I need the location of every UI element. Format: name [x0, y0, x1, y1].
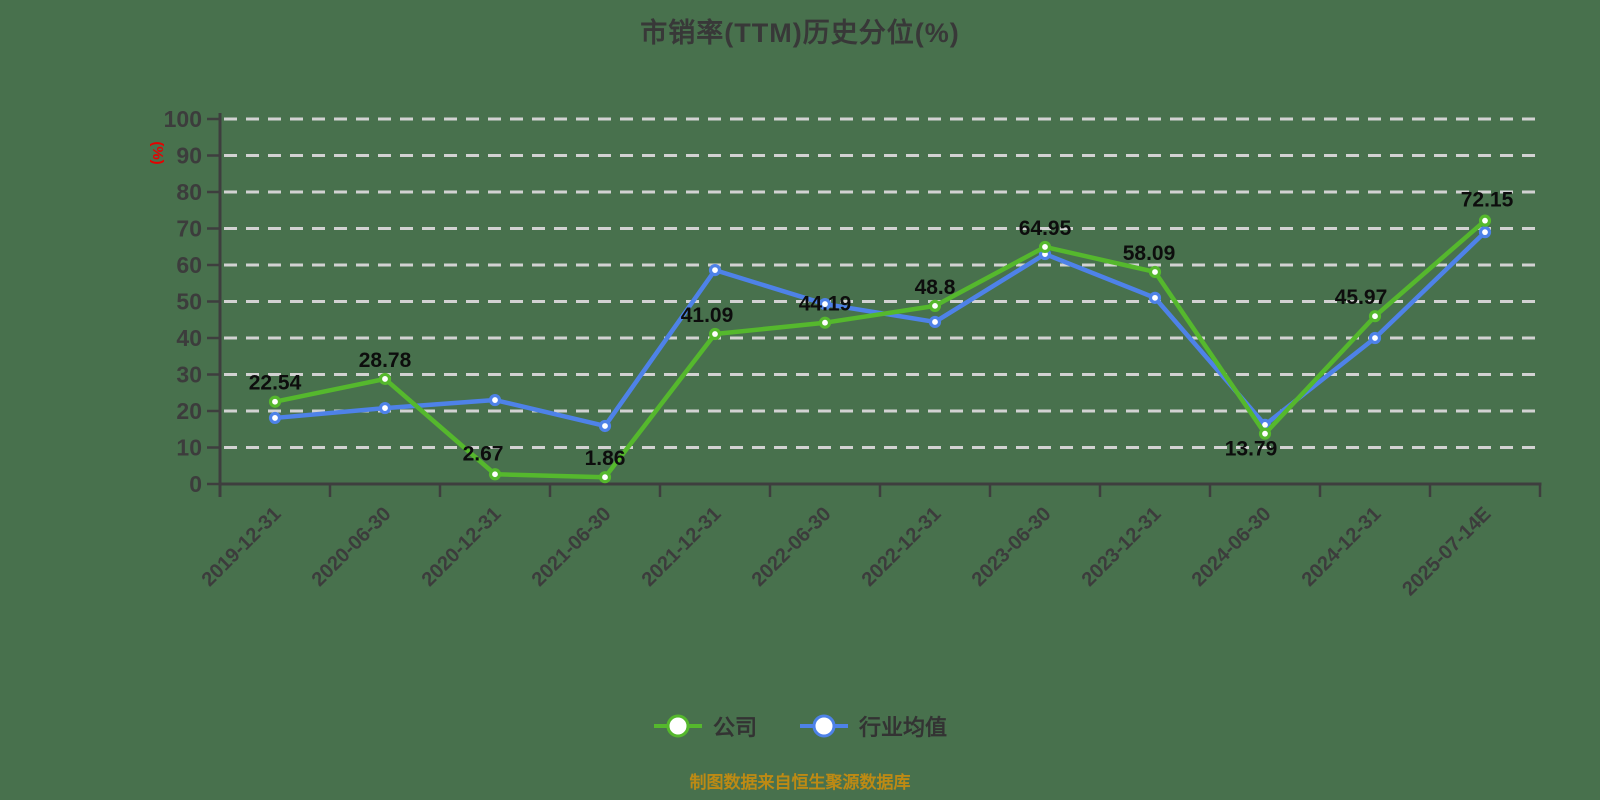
- data-label-2022-06-30: 44.19: [799, 293, 852, 316]
- x-tick-label: 2023-12-31: [1078, 503, 1166, 591]
- series-line-公司: [272, 218, 1488, 480]
- series-line-行业均值: [272, 229, 1488, 429]
- data-point-公司-2023-06-30[interactable]: [1038, 240, 1052, 254]
- y-tick-label: 90: [176, 143, 202, 169]
- data-point-公司-2024-06-30[interactable]: [1258, 427, 1272, 440]
- data-point-公司-2022-06-30[interactable]: [818, 316, 832, 329]
- legend-marker-icon: [800, 714, 848, 738]
- data-label-2022-12-31: 48.8: [915, 276, 956, 299]
- data-point-行业均值-2020-12-31[interactable]: [488, 393, 502, 407]
- y-tick-label: 0: [189, 471, 202, 497]
- data-label-2019-12-31: 22.54: [249, 372, 302, 395]
- x-tick-label: 2020-12-31: [418, 503, 506, 591]
- data-point-公司-2021-06-30[interactable]: [598, 471, 612, 484]
- legend-label: 公司: [712, 715, 757, 740]
- data-label-2021-06-30: 1.86: [585, 447, 626, 470]
- data-point-行业均值-2019-12-31[interactable]: [268, 411, 282, 425]
- y-tick-label: 40: [176, 325, 202, 351]
- data-point-公司-2019-12-31[interactable]: [268, 395, 282, 408]
- data-point-行业均值-2024-12-31[interactable]: [1368, 331, 1382, 345]
- data-label-2024-12-31: 45.97: [1335, 286, 1388, 309]
- data-point-公司-2025-07-14E[interactable]: [1478, 214, 1492, 227]
- data-label-2020-06-30: 28.78: [359, 349, 412, 372]
- data-point-行业均值-2020-06-30[interactable]: [378, 401, 392, 415]
- x-tick-label: 2024-06-30: [1188, 503, 1276, 591]
- x-tick-label: 2021-12-31: [638, 503, 726, 591]
- data-label-2025-07-14E: 72.15: [1461, 189, 1514, 212]
- y-tick-label: 60: [176, 252, 202, 278]
- legend-item-公司[interactable]: 公司: [653, 710, 757, 742]
- y-tick-label: 30: [176, 362, 202, 388]
- data-label-2020-12-31: 2.67: [463, 442, 504, 465]
- data-point-公司-2020-06-30[interactable]: [378, 372, 392, 386]
- x-tick-label: 2021-06-30: [528, 503, 616, 591]
- y-tick-label: 50: [176, 289, 202, 315]
- data-point-公司-2020-12-31[interactable]: [488, 468, 502, 481]
- data-label-2023-12-31: 58.09: [1123, 242, 1176, 265]
- data-point-行业均值-2021-12-31[interactable]: [708, 264, 722, 277]
- y-axis-unit-label: (%): [149, 141, 166, 164]
- y-tick-label: 70: [176, 216, 202, 242]
- legend-marker-icon: [653, 714, 702, 738]
- data-point-行业均值-2022-12-31[interactable]: [928, 315, 942, 329]
- data-label-2023-06-30: 64.95: [1019, 217, 1072, 240]
- data-point-行业均值-2025-07-14E[interactable]: [1478, 226, 1492, 239]
- data-label-2024-06-30: 13.79: [1225, 438, 1278, 461]
- y-tick-label: 100: [164, 106, 202, 132]
- data-point-公司-2023-12-31[interactable]: [1148, 265, 1162, 279]
- x-tick-label: 2022-06-30: [748, 503, 836, 591]
- chart-legend: 公司 行业均值: [0, 710, 1600, 742]
- chart-title: 市销率(TTM)历史分位(%): [640, 18, 960, 48]
- data-point-公司-2024-12-31[interactable]: [1368, 310, 1382, 323]
- x-tick-label: 2022-12-31: [858, 503, 946, 591]
- y-tick-label: 80: [176, 179, 202, 205]
- legend-item-行业均值[interactable]: 行业均值: [799, 710, 947, 742]
- legend-label: 行业均值: [859, 715, 948, 740]
- x-tick-label: 2020-06-30: [308, 503, 396, 591]
- x-tick-label: 2024-12-31: [1298, 503, 1386, 591]
- data-point-行业均值-2021-06-30[interactable]: [598, 419, 612, 433]
- data-source-note: 制图数据来自恒生聚源数据库: [689, 773, 911, 792]
- y-tick-label: 20: [176, 398, 202, 424]
- y-tick-label: 10: [176, 435, 202, 461]
- data-point-行业均值-2022-06-30[interactable]: [818, 297, 832, 311]
- x-tick-label: 2023-06-30: [968, 503, 1056, 591]
- data-point-公司-2022-12-31[interactable]: [928, 299, 942, 312]
- data-label-2021-12-31: 41.09: [681, 304, 734, 327]
- data-point-公司-2021-12-31[interactable]: [708, 327, 722, 341]
- x-tick-label: 2019-12-31: [198, 503, 286, 591]
- data-point-行业均值-2023-12-31[interactable]: [1148, 291, 1162, 304]
- x-tick-label: 2025-07-14E: [1398, 503, 1495, 600]
